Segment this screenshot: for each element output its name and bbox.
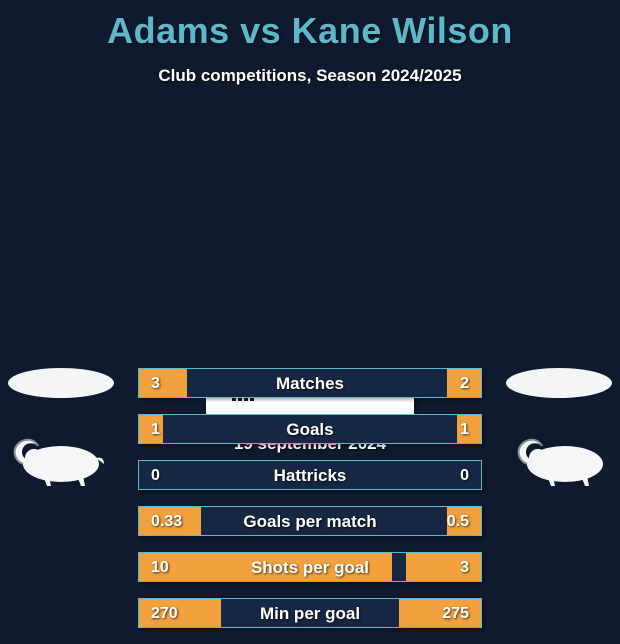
stat-row: 32Matches [138, 368, 482, 398]
stat-row: 00Hattricks [138, 460, 482, 490]
comparison-panel: 32Matches11Goals00Hattricks0.330.5Goals … [0, 368, 620, 454]
stat-label: Goals [139, 415, 481, 445]
stat-label: Goals per match [139, 507, 481, 537]
player-avatar-left [8, 368, 114, 398]
subtitle: Club competitions, Season 2024/2025 [0, 66, 620, 86]
stat-row: 11Goals [138, 414, 482, 444]
stat-bars: 32Matches 11Goals 00Hattricks 0.330.5Goals … [138, 368, 482, 644]
ram-icon [8, 424, 108, 488]
club-logo-left [8, 424, 108, 488]
stat-label: Hattricks [139, 461, 481, 491]
ram-icon [512, 424, 612, 488]
page-title: Adams vs Kane Wilson [0, 0, 620, 52]
stat-label: Min per goal [139, 599, 481, 629]
player-avatar-right [506, 368, 612, 398]
stat-row: 103Shots per goal [138, 552, 482, 582]
stat-row: 270275Min per goal [138, 598, 482, 628]
club-logo-right [512, 424, 612, 488]
stat-row: 0.330.5Goals per match [138, 506, 482, 536]
stat-label: Shots per goal [139, 553, 481, 583]
stat-label: Matches [139, 369, 481, 399]
